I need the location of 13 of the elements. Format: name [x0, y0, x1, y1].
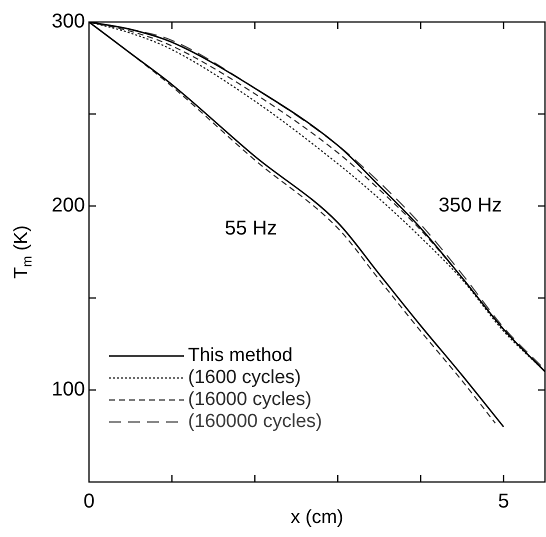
legend-label: (1600 cycles) [188, 367, 301, 388]
annotation: 350 Hz [438, 194, 502, 217]
x-tick-label: 5 [498, 490, 510, 513]
y-tick-label: 200 [52, 194, 85, 217]
y-tick-label: 100 [52, 378, 85, 401]
legend-label: (160000 cycles) [188, 411, 322, 432]
annotation: 55 Hz [224, 218, 278, 240]
legend-label: (16000 cycles) [188, 389, 312, 410]
y-tick-label: 300 [52, 10, 85, 33]
y-axis-title: Tm (K) [11, 225, 34, 279]
legend-label: This method [188, 345, 293, 366]
x-axis-title: x (cm) [290, 507, 344, 528]
x-tick-label: 0 [83, 490, 95, 513]
